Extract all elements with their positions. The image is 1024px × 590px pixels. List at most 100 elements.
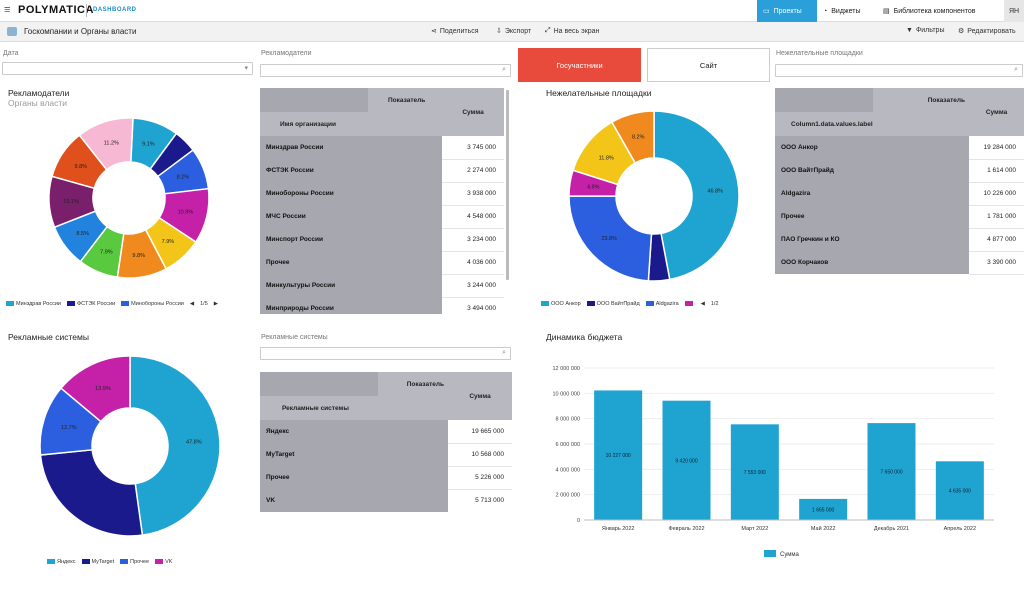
table-row[interactable]: Минобороны России 3 938 000 <box>260 182 504 206</box>
donut-slice[interactable] <box>568 195 653 282</box>
nav-tab-label: Библиотека компонентов <box>893 7 976 15</box>
table-row[interactable]: Прочее 5 226 000 <box>260 466 512 490</box>
app-logo[interactable]: POLYMATICA <box>18 4 94 16</box>
legend-item[interactable]: Aldgazira <box>645 301 679 307</box>
table-row[interactable]: Минкультуры России 3 244 000 <box>260 274 504 298</box>
toggle-site-button[interactable]: Сайт <box>647 48 770 82</box>
legend-label: Aldgazira <box>655 301 679 307</box>
bad-sites-chart-title: Нежелательные площадки <box>546 88 652 98</box>
table-row[interactable]: МЧС России 4 548 000 <box>260 205 504 229</box>
table-row[interactable]: Минспорт России 3 234 000 <box>260 228 504 252</box>
bad-sites-filter-label: Нежелательные площадки <box>776 50 863 57</box>
legend-label[interactable]: Сумма <box>780 552 800 558</box>
advertisers-search-input[interactable]: ⌕ <box>260 64 511 77</box>
table-row[interactable]: ФСТЭК России 2 274 000 <box>260 159 504 183</box>
table-row[interactable]: ООО ВайтПрайд 1 614 000 <box>775 159 1024 183</box>
slice-label: 4.9% <box>587 185 600 191</box>
legend-item[interactable]: ФСТЭК России <box>67 301 115 307</box>
advertisers-table-grid: Показатель Сумма Имя организации Минздрав… <box>260 88 504 314</box>
ad-systems-search-input[interactable]: ⌕ <box>260 347 511 360</box>
slice-label: 8.2% <box>632 135 645 141</box>
sum-header[interactable]: Сумма <box>969 88 1024 136</box>
row-sum-cell: 4 548 000 <box>442 205 504 229</box>
slice-label: 7.9% <box>162 239 175 245</box>
table-row[interactable]: MyTarget 10 568 000 <box>260 443 512 467</box>
donut-slice[interactable] <box>59 355 131 423</box>
sum-header[interactable]: Сумма <box>448 372 512 420</box>
monitor-icon: ▭ <box>763 8 770 15</box>
table-row[interactable]: ООО Анкор 19 284 000 <box>775 136 1024 160</box>
bad-sites-search-input[interactable]: ⌕ <box>775 64 1023 77</box>
date-select[interactable]: ▾ <box>2 62 253 75</box>
sum-header[interactable]: Сумма <box>442 88 504 136</box>
bar[interactable] <box>730 424 779 520</box>
toggle-participants-button[interactable]: Госучастники <box>518 48 641 82</box>
avatar[interactable]: ЯН <box>1004 0 1024 22</box>
budget-bar-chart[interactable]: 0 2 000 000 4 000 000 6 000 000 8 000 000 10 … <box>536 356 1006 566</box>
scrollbar[interactable] <box>506 90 509 280</box>
table-row[interactable]: VK 5 713 000 <box>260 489 512 512</box>
legend-item[interactable]: Минобороны России <box>121 301 184 307</box>
fullscreen-button[interactable]: ⤢ На весь экран <box>545 27 599 35</box>
legend-prev-icon[interactable]: ◀ <box>189 301 195 307</box>
x-tick-label: Февраль 2022 <box>668 526 704 532</box>
bad-sites-donut-chart[interactable]: 46.8% 23.8% 4.9% 11.8% 8.2% <box>556 105 752 289</box>
edit-button[interactable]: ⚙ Редактировать <box>958 27 1016 36</box>
bar[interactable] <box>594 390 643 520</box>
row-sum-cell: 3 390 000 <box>969 251 1024 275</box>
legend-prev-icon[interactable]: ◀ <box>700 301 705 307</box>
legend-label: ООО ВайтПрайд <box>596 301 640 307</box>
donut-slice[interactable] <box>129 355 221 536</box>
donut-slice[interactable] <box>78 117 134 171</box>
row-sum-cell: 4 036 000 <box>442 251 504 275</box>
nav-tab-library[interactable]: ▤ Библиотека компонентов <box>877 0 1001 22</box>
legend-item[interactable]: ООО ВайтПрайд <box>586 301 640 307</box>
legend-item[interactable]: VK <box>155 559 172 565</box>
legend-next-icon[interactable]: ▶ <box>213 301 219 307</box>
share-button[interactable]: ⋖ Поделиться <box>431 27 479 36</box>
y-tick-label: 10 000 000 <box>552 391 580 397</box>
table-row[interactable]: Минприроды России 3 494 000 <box>260 297 504 314</box>
bar-value-label: 1 665 000 <box>812 507 834 513</box>
table-row[interactable]: Яндекс 19 665 000 <box>260 420 512 444</box>
export-button[interactable]: ⇩ Экспорт <box>496 27 531 36</box>
legend-item[interactable]: Минздрав России <box>6 301 61 307</box>
filters-label: Фильтры <box>915 27 945 34</box>
bar[interactable] <box>867 423 916 520</box>
nav-tab-widgets[interactable]: ◔ Виджеты <box>817 0 877 22</box>
nav-tab-projects[interactable]: ▭ Проекты <box>757 0 817 22</box>
x-tick-label: Май 2022 <box>811 525 836 532</box>
donut-slice[interactable] <box>39 448 144 537</box>
donut-slice[interactable] <box>653 110 740 281</box>
name-header[interactable]: Рекламные системы <box>260 396 448 420</box>
bar[interactable] <box>935 461 984 520</box>
legend-label: MyTarget <box>91 559 115 565</box>
advertisers-donut-chart[interactable]: 9.1% 8.2% 10.9% 7.9% 9.8% 7.9% 8.5% 10.1% 9.8% 11… <box>36 115 226 291</box>
row-name-cell: Минспорт России <box>260 228 442 251</box>
legend-item[interactable]: Яндекс <box>47 559 76 565</box>
bar[interactable] <box>799 498 848 520</box>
bar-value-label: 4 635 000 <box>949 489 971 495</box>
gauge-icon: ◔ <box>823 7 828 15</box>
legend-item[interactable] <box>684 301 695 307</box>
ad-systems-donut-chart[interactable]: 47.8% 12.7% 13.9% <box>32 352 228 542</box>
table-row[interactable]: Прочее 4 036 000 <box>260 251 504 275</box>
bar[interactable] <box>662 400 711 520</box>
legend-item[interactable]: ООО Анкор <box>541 301 581 307</box>
legend-item[interactable]: MyTarget <box>81 559 115 565</box>
table-row[interactable]: Aldgazira 10 226 000 <box>775 182 1024 206</box>
table-row[interactable]: Минздрав России 3 745 000 <box>260 136 504 160</box>
filters-button[interactable]: ▼ Фильтры <box>906 27 944 34</box>
table-row[interactable]: ПАО Гречкин и КО 4 877 000 <box>775 228 1024 252</box>
name-header[interactable]: Имя организации <box>260 112 442 136</box>
legend-item[interactable]: Прочее <box>120 559 149 565</box>
hamburger-icon[interactable]: ≡ <box>4 4 11 16</box>
donut-slice[interactable] <box>610 110 655 165</box>
table-row[interactable]: Прочее 1 781 000 <box>775 205 1024 229</box>
filter-icon: ▼ <box>906 27 913 34</box>
top-bar: ≡ POLYMATICA DASHBOARD ▭ Проекты ◔ Виджеты… <box>0 0 1024 22</box>
bad-sites-table: Показатель Сумма Column1.data.values.labe… <box>775 88 1024 278</box>
name-header[interactable]: Column1.data.values.label <box>775 112 969 136</box>
bar-value-label: 10 227 000 <box>606 453 631 459</box>
table-row[interactable]: ООО Корчаков 3 390 000 <box>775 251 1024 275</box>
